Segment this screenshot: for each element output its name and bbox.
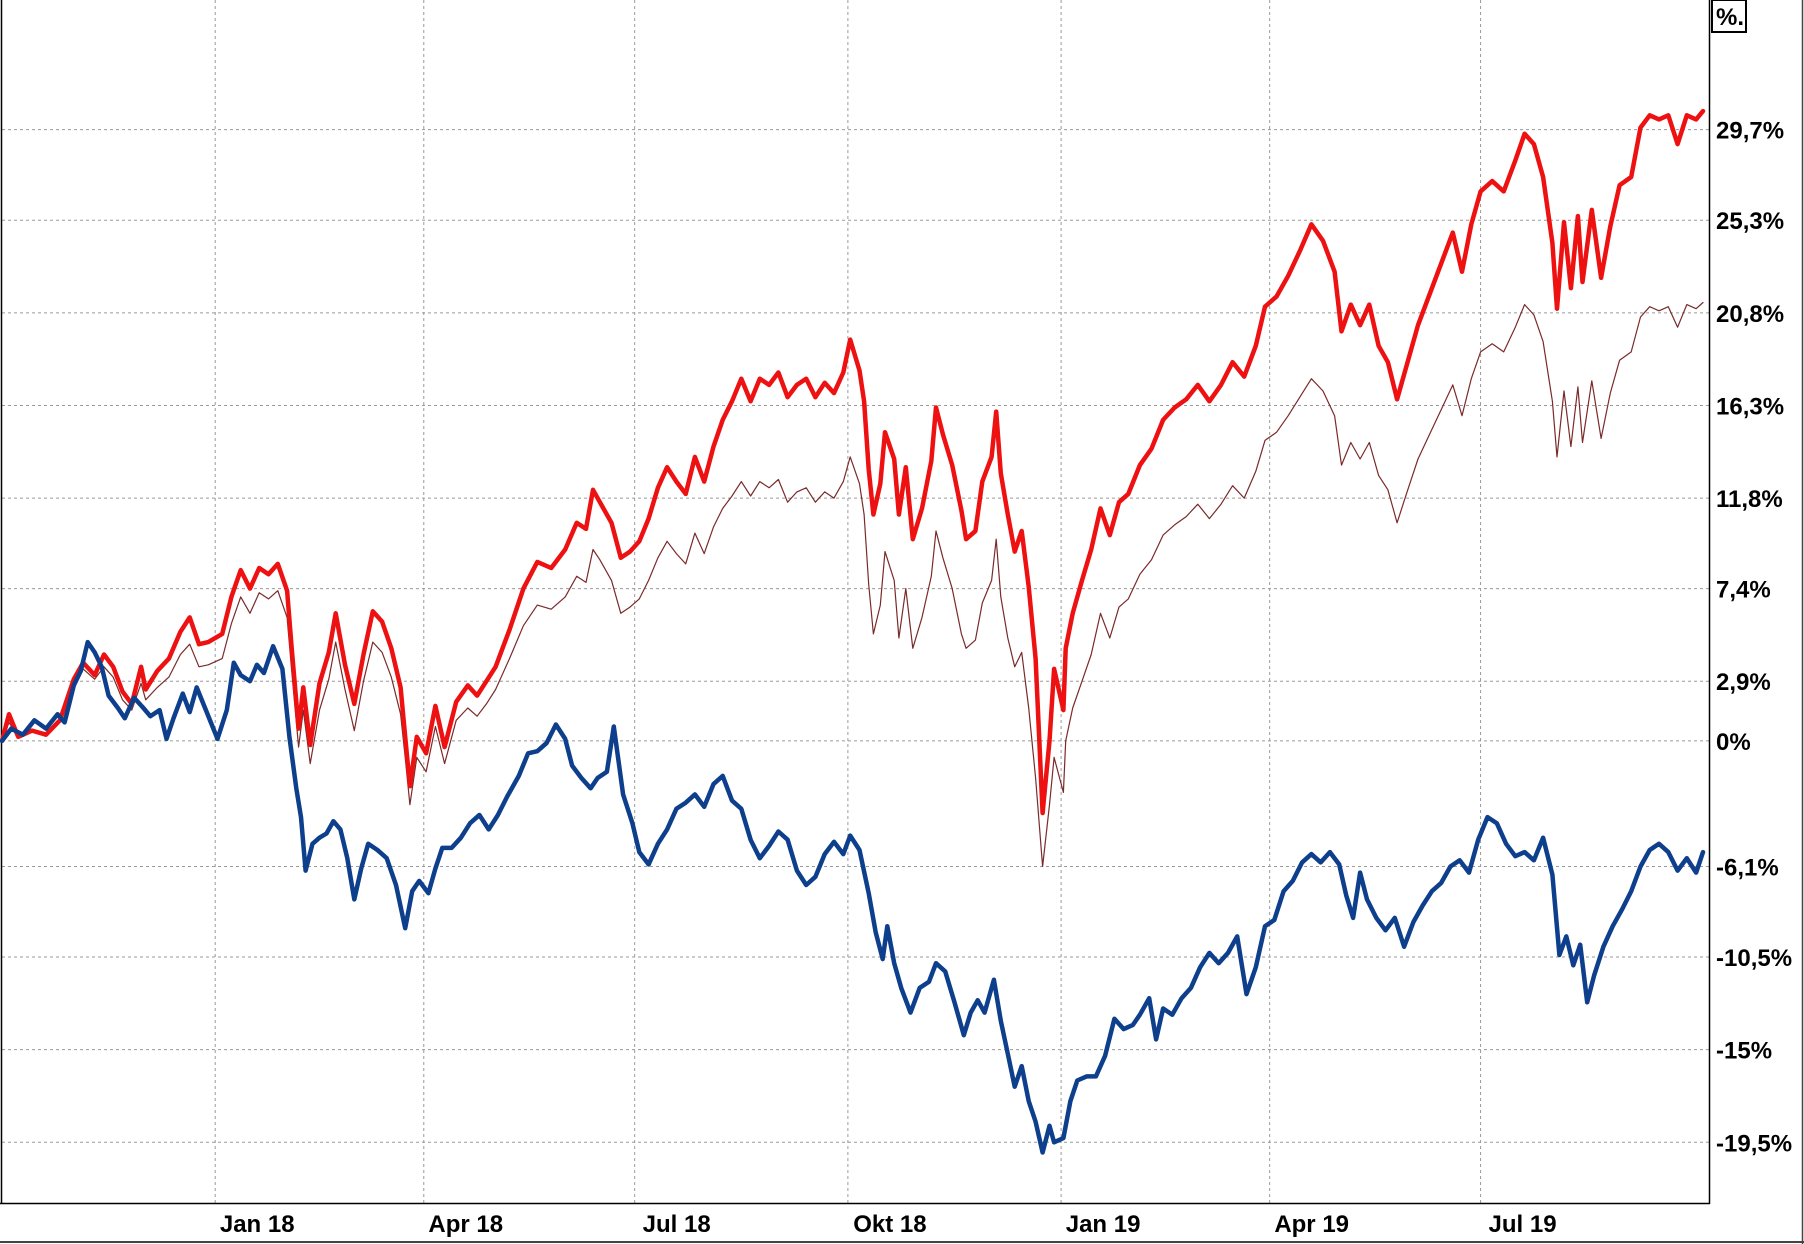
x-tick-label: Okt 18 [853,1211,926,1238]
y-tick-label: 29,7% [1716,118,1784,145]
series-line-1 [1,301,1704,868]
y-tick-label: 11,8% [1716,486,1783,513]
y-axis-ticks: 29,7% 25,3% 20,8% 16,3% 11,8% 7,4% 2,9% 0% -6,1%… [1716,118,1792,1158]
x-tick-label: Jan 18 [220,1211,295,1238]
unit-label-box: %. [1711,0,1747,33]
y-tick-label: -10,5% [1716,945,1792,972]
series-line-0 [0,108,1706,816]
series-lines [0,108,1706,1155]
y-tick-label: 2,9% [1716,669,1771,696]
x-tick-label: Jul 19 [1489,1211,1557,1238]
y-tick-label: 0% [1716,729,1751,756]
unit-label: %. [1716,4,1744,31]
y-tick-label: 7,4% [1716,577,1771,604]
y-tick-label: 16,3% [1716,393,1784,420]
y-tick-label: -6,1% [1716,854,1779,881]
y-tick-label: 25,3% [1716,208,1784,235]
y-tick-label: -19,5% [1716,1130,1792,1157]
x-axis-ticks: Jan 18 Apr 18 Jul 18 Okt 18 Jan 19 Apr 19 Jul … [220,1211,1557,1238]
x-tick-label: Jan 19 [1066,1211,1141,1238]
x-tick-label: Apr 18 [428,1211,503,1238]
x-tick-label: Apr 19 [1274,1211,1349,1238]
series-line-2 [0,639,1706,1155]
y-tick-label: 20,8% [1716,301,1784,328]
x-tick-label: Jul 18 [643,1211,711,1238]
y-tick-label: -15% [1716,1038,1772,1065]
